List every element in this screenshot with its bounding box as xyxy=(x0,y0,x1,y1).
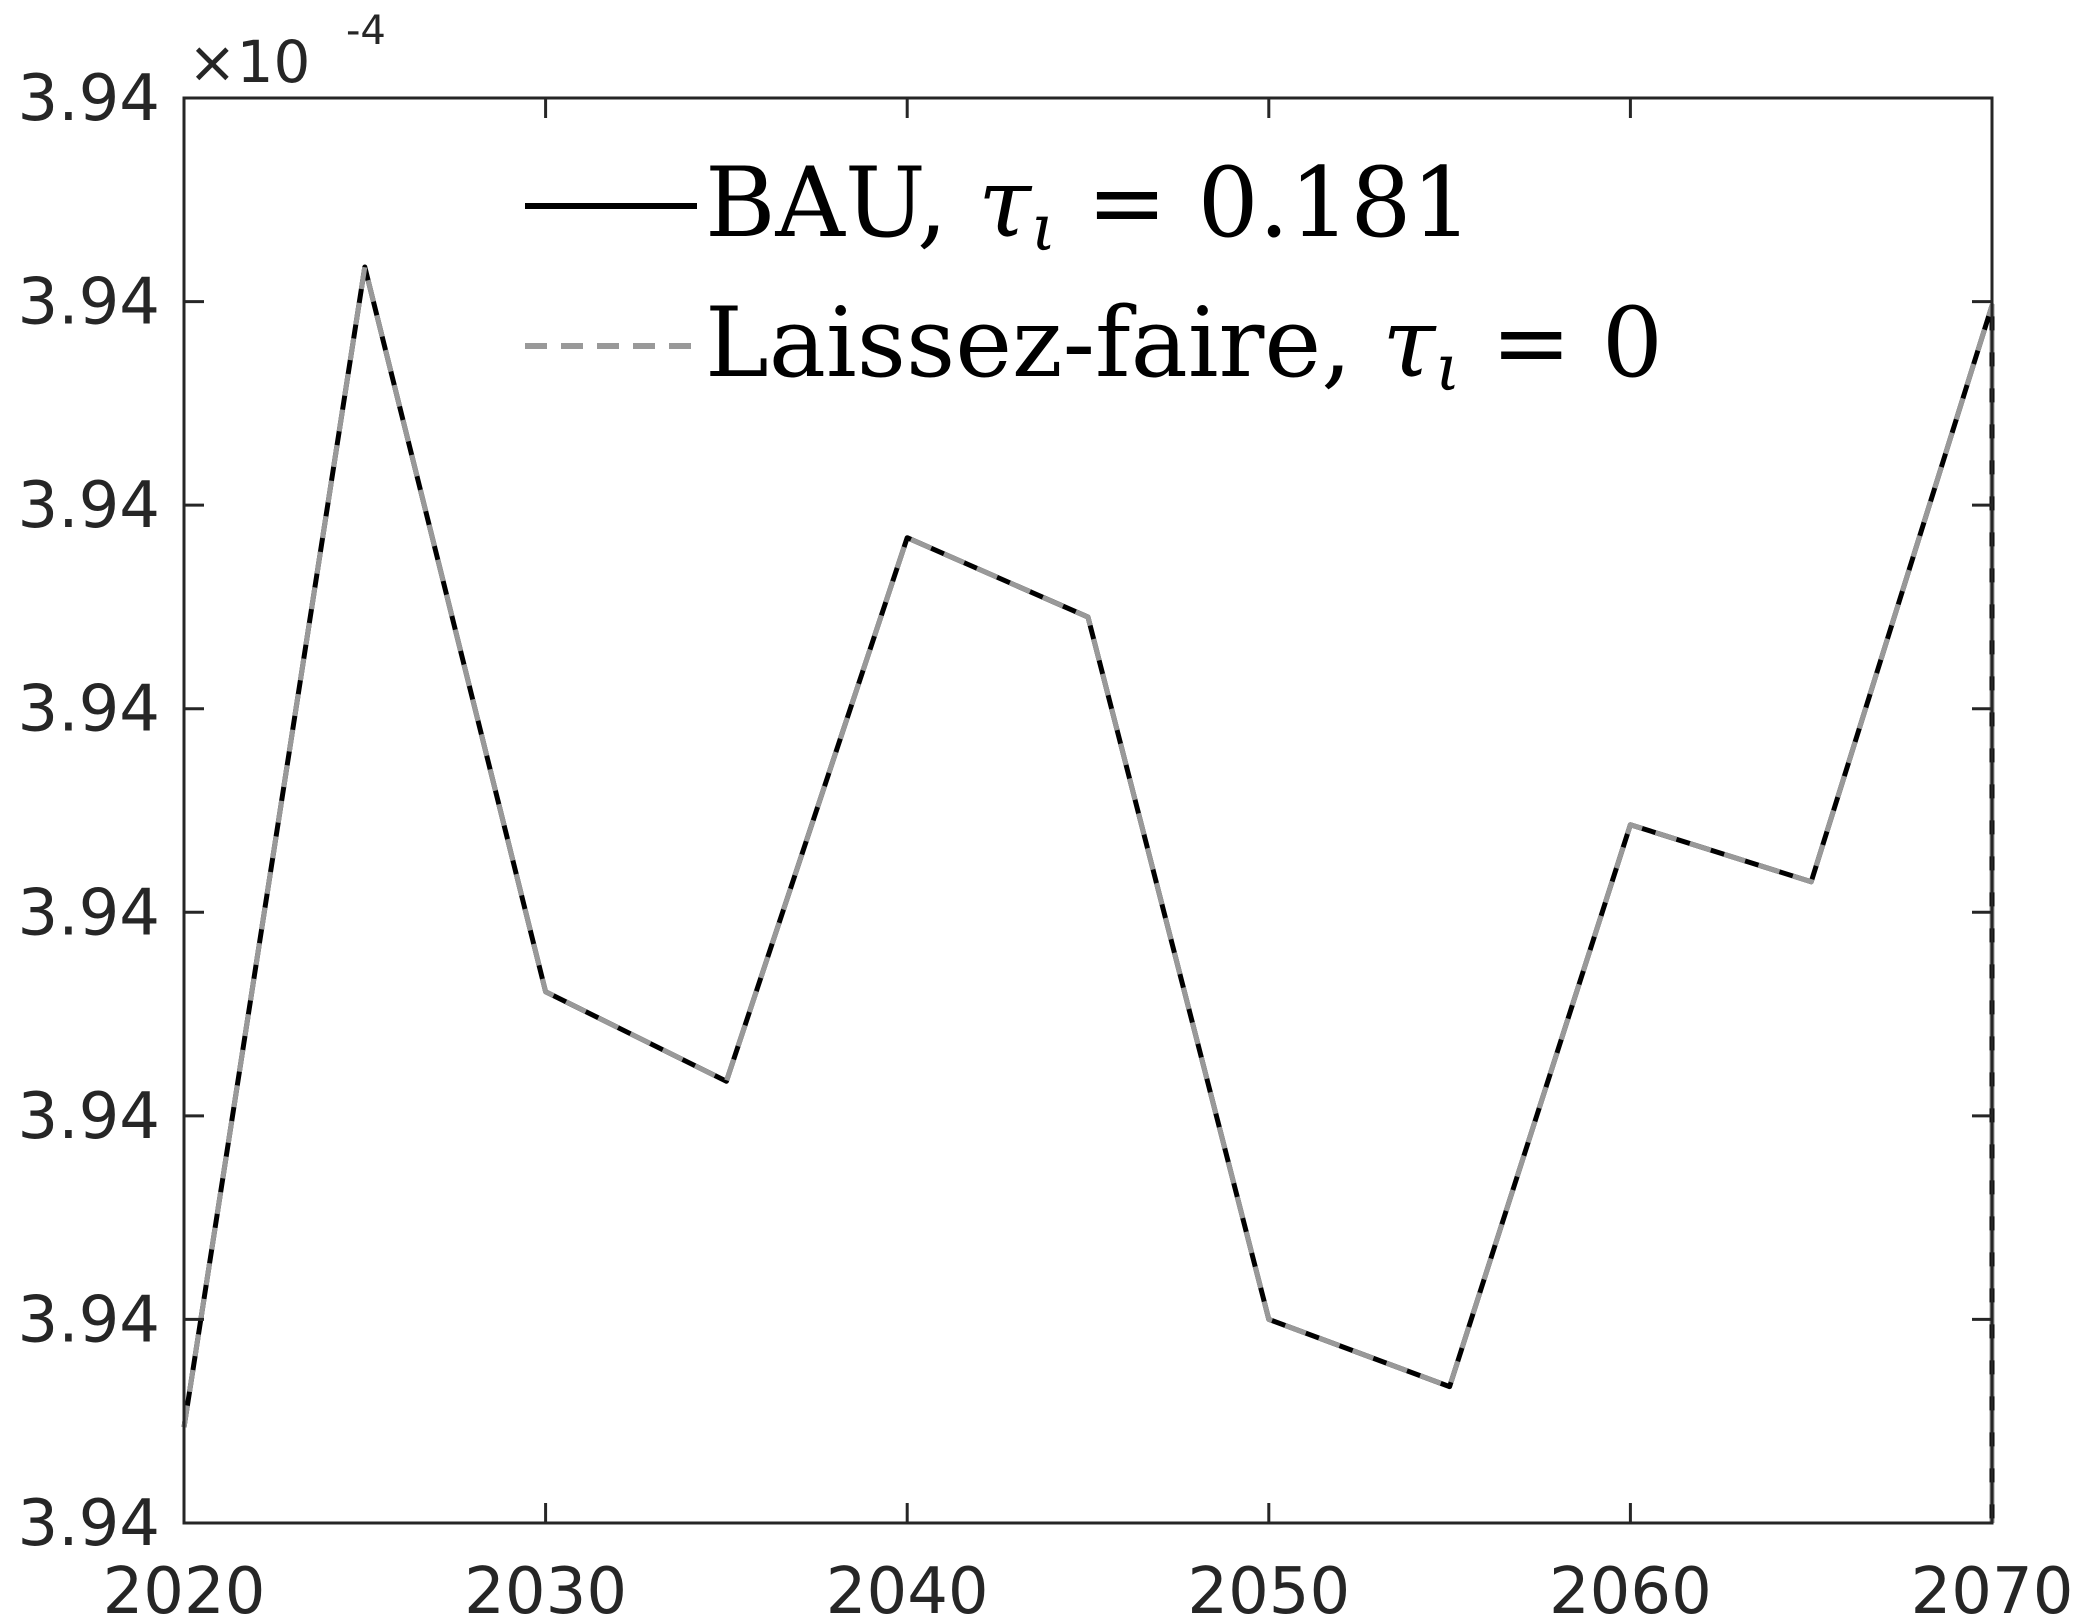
y-tick-label: 3.94 xyxy=(18,673,161,747)
legend-label-laissez-faire: Laissez-faire, τι = 0 xyxy=(705,287,1663,406)
y-tick-label: 3.94 xyxy=(18,469,161,543)
x-tick-label: 2040 xyxy=(826,1555,989,1622)
y-exponent-power: -4 xyxy=(346,8,386,54)
y-exponent-base: ×10 xyxy=(188,28,310,96)
y-tick-label: 3.94 xyxy=(18,1080,161,1154)
y-tick-label: 3.94 xyxy=(18,876,161,950)
y-tick-label: 3.94 xyxy=(18,266,161,340)
x-tick-label: 2020 xyxy=(103,1555,266,1622)
axes: 2020 2030 2040 2050 2060 2070 3.94 3.94 3.94 3.94… xyxy=(18,62,2074,1622)
legend-label-bau: BAU, τι = 0.181 xyxy=(705,147,1473,266)
axes-box xyxy=(182,96,1994,1525)
x-tick-label: 2060 xyxy=(1549,1555,1712,1622)
series-line-bau xyxy=(181,264,1995,1523)
series-line-laissez-faire xyxy=(181,264,1995,1523)
plot-area xyxy=(181,264,1995,1523)
y-tick-label: 3.94 xyxy=(18,1487,161,1561)
y-exponent-label: ×10 -4 xyxy=(188,8,386,96)
x-tick-label: 2050 xyxy=(1187,1555,1350,1622)
x-tick-label: 2030 xyxy=(464,1555,627,1622)
legend: BAU, τι = 0.181 Laissez-faire, τι = 0 xyxy=(525,147,1663,406)
y-tick-label: 3.94 xyxy=(18,62,161,136)
x-tick-label: 2070 xyxy=(1911,1555,2074,1622)
y-tick-label: 3.94 xyxy=(18,1283,161,1357)
